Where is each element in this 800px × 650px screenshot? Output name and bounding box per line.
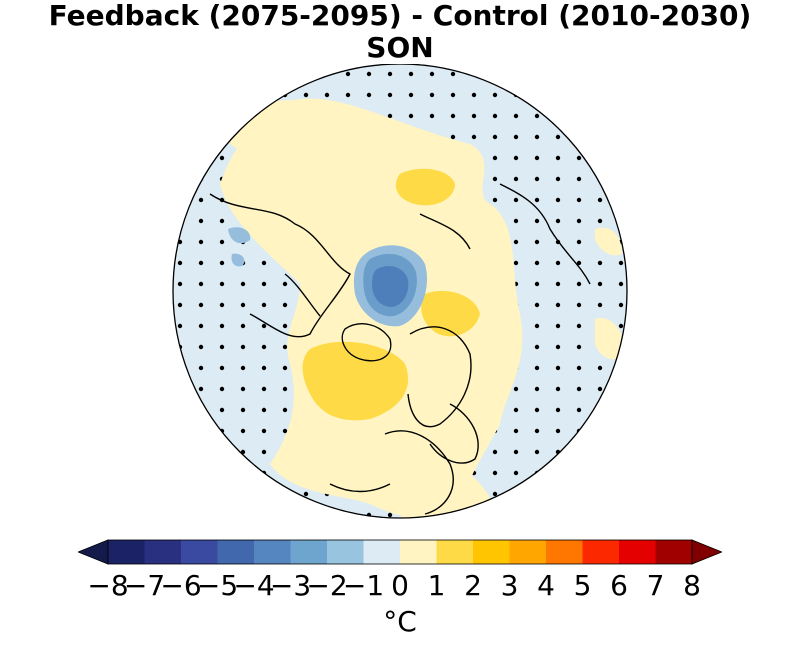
cooling-region-3-4	[372, 266, 409, 307]
colorbar-bin	[290, 540, 328, 564]
colorbar-over-arrow	[691, 539, 722, 565]
colorbar-tick-label: −8	[87, 569, 129, 602]
colorbar-bin	[546, 540, 583, 564]
colorbar-tick-label: 5	[573, 569, 592, 602]
colorbar-bin	[217, 540, 255, 564]
colorbar-tick-label: −3	[269, 569, 312, 602]
colorbar-tick-label: −5	[196, 569, 239, 602]
colorbar-tick-label: −4	[233, 569, 275, 602]
warming-region-1-2	[302, 341, 409, 421]
colorbar	[78, 539, 722, 565]
colorbar-tick-label: 6	[610, 569, 628, 602]
colorbar-tick-label: −7	[123, 569, 166, 602]
colorbar-bin	[436, 540, 474, 564]
colorbar-bin	[181, 540, 218, 564]
colorbar-bin	[254, 540, 291, 564]
colorbar-tick-label: 0	[391, 569, 409, 602]
colorbar-tick-label: 1	[427, 569, 446, 602]
colorbar-tick-label: 7	[646, 569, 665, 602]
colorbar-bin	[144, 540, 182, 564]
colorbar-bin	[473, 540, 510, 564]
colorbar-bin	[363, 540, 401, 564]
colorbar-bin	[108, 540, 145, 564]
colorbar-tick-label: 3	[500, 569, 519, 602]
colorbar-bin	[509, 540, 547, 564]
polar-map	[172, 64, 628, 519]
colorbar-tick-label: 2	[464, 569, 482, 602]
chart-title: Feedback (2075-2095) - Control (2010-203…	[48, 0, 752, 32]
colorbar-tick-label: 8	[683, 569, 701, 602]
colorbar-tick-label: −1	[342, 569, 385, 602]
colorbar-bin	[582, 540, 620, 564]
colorbar-under-arrow	[78, 539, 109, 565]
map-boundary	[172, 64, 628, 519]
coastlines	[209, 183, 591, 515]
colorbar-bin	[619, 540, 656, 564]
colorbar-bin	[327, 540, 364, 564]
chart-subtitle-season: SON	[366, 31, 434, 64]
colorbar-unit-label: °C	[383, 605, 417, 638]
colorbar-tick-label: 4	[537, 569, 555, 602]
colorbar-outline	[107, 539, 693, 565]
colorbar-bin	[655, 540, 693, 564]
colorbar-tick-label: −6	[160, 569, 202, 602]
colorbar-tick-labels: −8 −7 −6 −5 −4 −3 −2 −1 0 1 2 3 4 5 6 7 8	[0, 568, 800, 604]
colorbar-tick-label: −2	[306, 569, 348, 602]
colorbar-bin	[400, 540, 437, 564]
